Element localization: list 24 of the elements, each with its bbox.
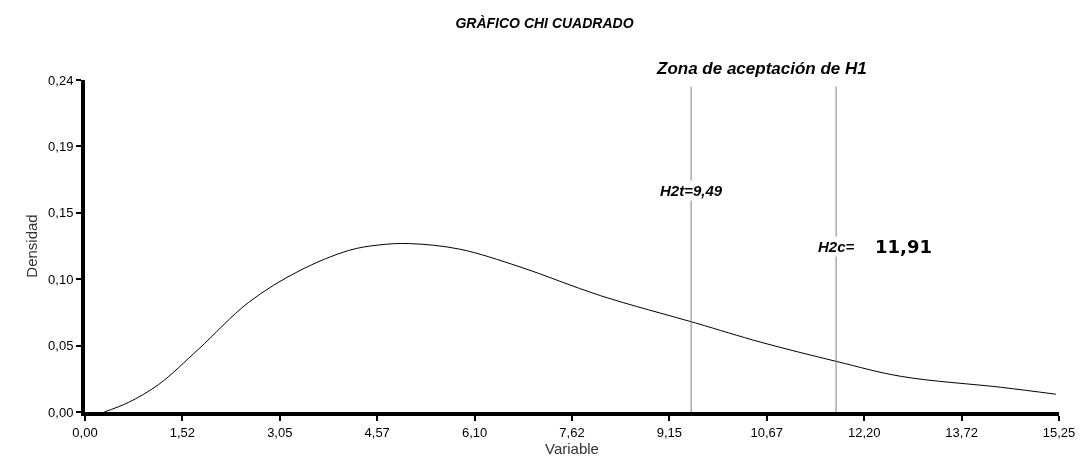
y-axis-title: Densidad (22, 214, 40, 278)
x-tick-label: 3,05 (267, 424, 293, 440)
x-tick-label: 10,67 (750, 424, 784, 440)
y-tick-label: 0,10 (48, 271, 74, 287)
annotation: 11,91 (875, 236, 932, 257)
x-tick-label: 15,25 (1042, 424, 1076, 440)
x-tick-label: 7,62 (559, 424, 585, 440)
y-tick-label: 0,19 (48, 138, 74, 154)
x-tick-label: 6,10 (461, 424, 488, 440)
x-tick-label: 12,20 (847, 424, 881, 440)
x-tick-label: 13,72 (945, 424, 978, 440)
y-tick-label: 0,00 (48, 404, 74, 420)
chart-title: GRÀFICO CHI CUADRADO (455, 15, 634, 32)
x-tick-label: 9,15 (656, 424, 683, 440)
text: Zona de aceptación de H1 (656, 59, 867, 78)
x-tick-label: 0,00 (72, 424, 98, 440)
y-tick-label: 0,15 (48, 205, 74, 221)
x-tick-label: 4,57 (364, 424, 390, 440)
x-axis-title: Variable (545, 439, 599, 457)
y-tick-label: 0,24 (48, 72, 74, 88)
ref-line-label: H2c= (818, 238, 855, 255)
ref-line-label: H2t=9,49 (660, 182, 723, 199)
y-tick-label: 0,05 (48, 338, 74, 354)
x-tick-label: 1,52 (169, 424, 196, 440)
